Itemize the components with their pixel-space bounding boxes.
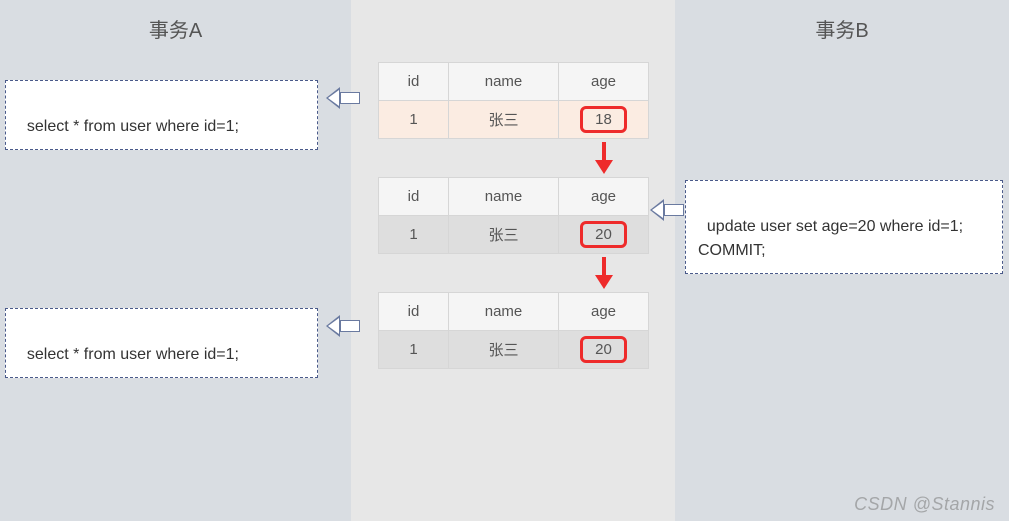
sql-text-a2: select * from user where id=1;	[27, 346, 239, 363]
age-highlight: 18	[580, 106, 627, 133]
pointer-arrow-a2	[326, 316, 360, 336]
age-highlight: 20	[580, 221, 627, 248]
result-table-1: id name age 1 张三 18	[378, 62, 649, 139]
th-id: id	[379, 293, 449, 331]
th-name: name	[449, 63, 559, 101]
column-transaction-a: 事务A	[0, 0, 351, 521]
sql-text-a1: select * from user where id=1;	[27, 118, 239, 135]
table-row: 1 张三 20	[379, 331, 649, 369]
column-b-title: 事务B	[675, 0, 1009, 43]
sql-text-b: update user set age=20 where id=1; COMMI…	[698, 218, 963, 259]
td-age: 20	[559, 331, 649, 369]
th-age: age	[559, 63, 649, 101]
table-row: 1 张三 18	[379, 101, 649, 139]
td-age: 20	[559, 216, 649, 254]
sql-box-a2: select * from user where id=1;	[5, 308, 318, 378]
table-header-row: id name age	[379, 63, 649, 101]
result-table-2: id name age 1 张三 20	[378, 177, 649, 254]
td-name: 张三	[449, 101, 559, 139]
result-table-3: id name age 1 张三 20	[378, 292, 649, 369]
th-age: age	[559, 293, 649, 331]
td-name: 张三	[449, 216, 559, 254]
pointer-arrow-b	[650, 200, 684, 220]
td-id: 1	[379, 101, 449, 139]
th-age: age	[559, 178, 649, 216]
td-age: 18	[559, 101, 649, 139]
sql-box-b: update user set age=20 where id=1; COMMI…	[685, 180, 1003, 274]
table-row: 1 张三 20	[379, 216, 649, 254]
column-a-title: 事务A	[0, 0, 351, 43]
td-id: 1	[379, 216, 449, 254]
td-name: 张三	[449, 331, 559, 369]
th-name: name	[449, 293, 559, 331]
watermark-text: CSDN @Stannis	[854, 494, 995, 515]
sql-box-a1: select * from user where id=1;	[5, 80, 318, 150]
td-id: 1	[379, 331, 449, 369]
table-header-row: id name age	[379, 178, 649, 216]
th-id: id	[379, 63, 449, 101]
th-id: id	[379, 178, 449, 216]
age-highlight: 20	[580, 336, 627, 363]
th-name: name	[449, 178, 559, 216]
pointer-arrow-a1	[326, 88, 360, 108]
table-header-row: id name age	[379, 293, 649, 331]
